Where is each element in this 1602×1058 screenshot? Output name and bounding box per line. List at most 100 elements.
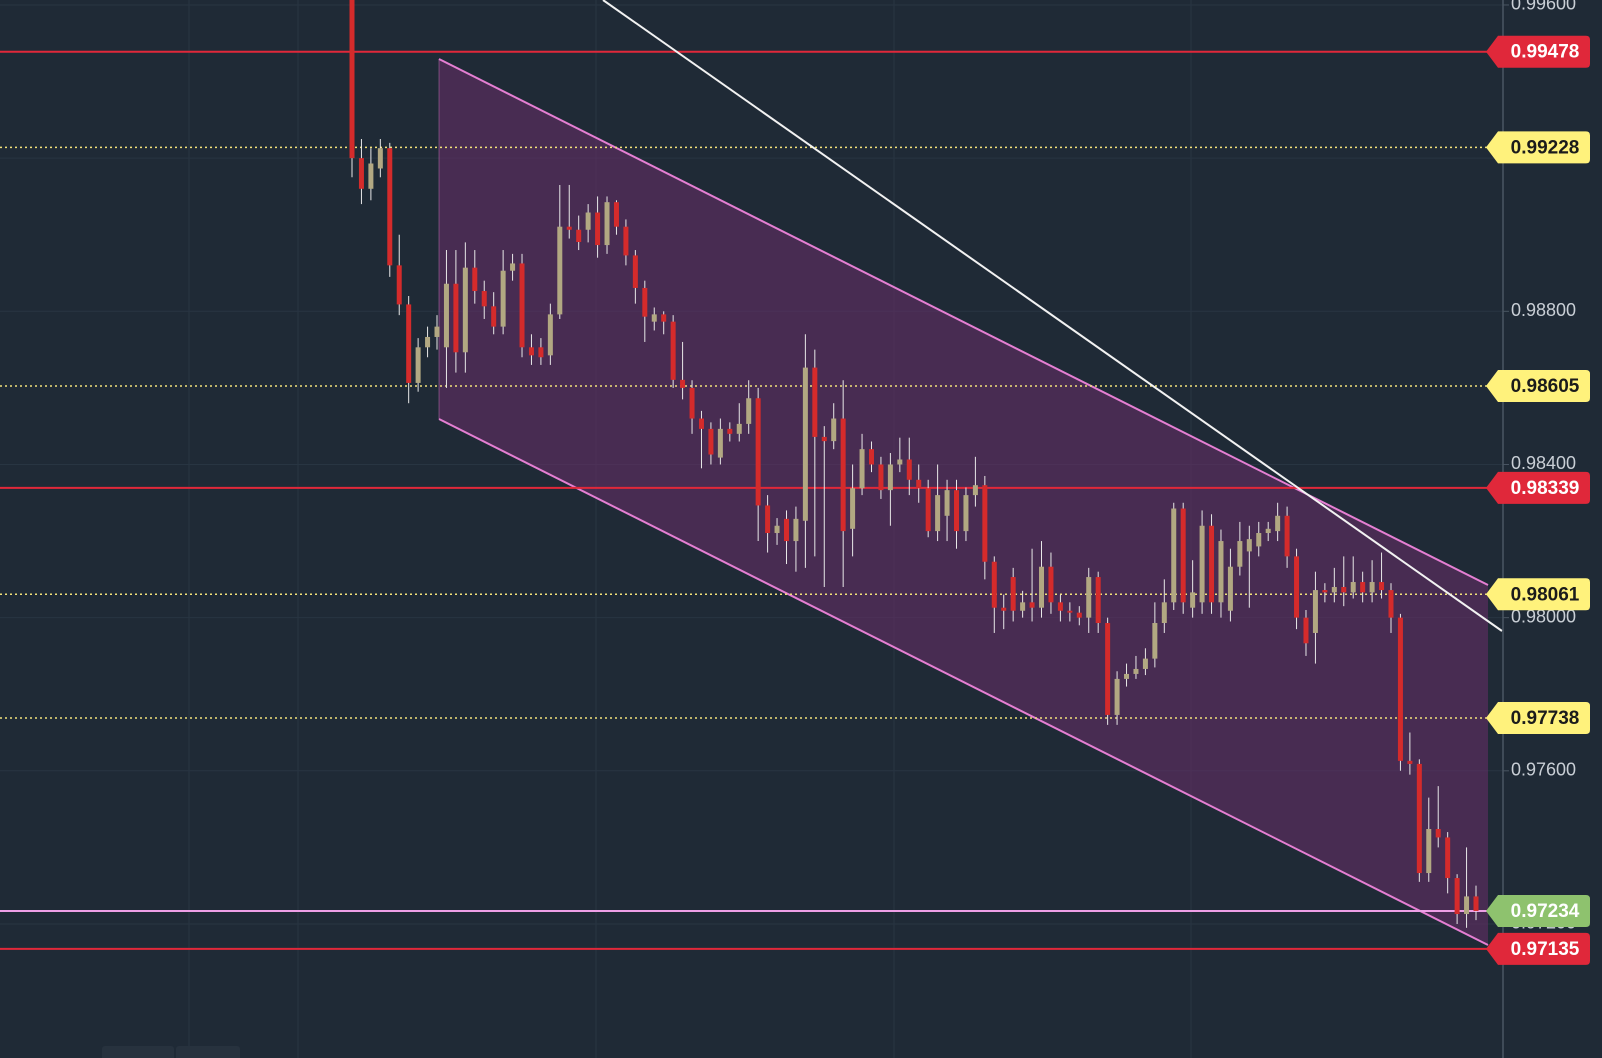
candle-body <box>349 0 355 159</box>
candle-body <box>802 367 808 521</box>
candle-body <box>1227 566 1233 611</box>
candle-body <box>358 158 364 189</box>
candle-body <box>1209 525 1215 603</box>
candle-body <box>831 418 837 442</box>
candle-body <box>1388 590 1394 618</box>
candle-body <box>982 485 988 562</box>
candle-body <box>1039 566 1045 608</box>
price-label-box <box>1486 471 1590 504</box>
toolbar-tab <box>102 1046 174 1058</box>
candle-body <box>1142 658 1148 669</box>
candle-body <box>1152 623 1158 659</box>
candle-body <box>1445 837 1451 879</box>
candle-body <box>481 291 487 307</box>
candle-body <box>1105 623 1111 715</box>
y-tick-label: 0.97600 <box>1511 760 1576 780</box>
candle-body <box>1048 566 1054 603</box>
candle-body <box>538 347 544 358</box>
candle-body <box>1086 577 1092 618</box>
candle-body <box>453 283 459 353</box>
price-label: 0.98061 <box>1511 584 1580 605</box>
candle-body <box>698 418 704 429</box>
candle-body <box>944 490 950 516</box>
candles <box>349 0 1479 928</box>
price-labels: 0.99478 0.99228 0.98605 0.98339 0.98061 0.977… <box>1486 35 1590 965</box>
candle-body <box>708 428 714 455</box>
price-label: 0.97738 <box>1511 708 1580 729</box>
candle-body <box>1114 678 1120 715</box>
candle-body <box>1454 878 1460 915</box>
candle-body <box>821 436 827 442</box>
candle-body <box>972 485 978 496</box>
candle-body <box>528 347 534 356</box>
candle-body <box>1435 829 1441 838</box>
candle-body <box>859 449 865 489</box>
price-label: 0.98605 <box>1511 376 1580 397</box>
candle-body <box>1407 760 1413 764</box>
candle-body <box>1133 668 1139 674</box>
candle-body <box>963 495 969 532</box>
candle-body <box>1275 515 1281 532</box>
candle-body <box>1464 896 1470 915</box>
candle-body <box>576 229 582 243</box>
candle-body <box>1331 587 1337 593</box>
candle-body <box>1312 590 1318 633</box>
price-label-box <box>1486 578 1590 611</box>
candle-body <box>1067 610 1073 613</box>
candle-body <box>1246 539 1252 552</box>
candle-body <box>547 314 553 356</box>
y-tick-label: 0.99600 <box>1511 0 1576 14</box>
candle-body <box>1473 896 1479 911</box>
candle-body <box>377 148 383 169</box>
price-label-box <box>1486 894 1590 927</box>
candle-body <box>755 398 761 506</box>
y-tick-label: 0.98000 <box>1511 606 1576 626</box>
candle-body <box>1001 607 1007 611</box>
candle-body <box>1322 590 1328 593</box>
channel-bottom <box>438 418 1489 946</box>
candle-body <box>1020 602 1026 611</box>
price-label: 0.97234 <box>1511 901 1580 922</box>
candle-body <box>519 263 525 348</box>
candle-body <box>387 148 393 266</box>
candle-body <box>406 304 412 383</box>
candle-body <box>1010 577 1016 611</box>
candle-body <box>793 518 799 542</box>
candle-body <box>500 270 506 327</box>
price-label: 0.99478 <box>1511 42 1580 63</box>
candle-body <box>717 428 723 458</box>
levels <box>0 50 1488 950</box>
candle-body <box>585 212 591 230</box>
candle-body <box>774 525 780 534</box>
price-label-box <box>1486 701 1590 734</box>
candle-body <box>840 418 846 532</box>
candle-body <box>868 449 874 465</box>
price-label-box <box>1486 369 1590 402</box>
price-label-box <box>1486 932 1590 965</box>
candle-body <box>736 423 742 434</box>
candle-body <box>1237 541 1243 567</box>
candle-body <box>462 267 468 353</box>
candle-body <box>472 267 478 292</box>
candle-body <box>1199 525 1205 603</box>
candle-body <box>1350 582 1356 593</box>
candle-body <box>746 398 752 424</box>
candle-body <box>812 367 818 437</box>
candle-body <box>443 283 449 348</box>
candle-body <box>1294 556 1300 618</box>
candle-body <box>415 347 421 383</box>
candle-body <box>670 321 676 380</box>
candle-body <box>916 479 922 489</box>
candle-body <box>1218 541 1224 603</box>
candle-body <box>765 505 771 534</box>
candle-body <box>1076 612 1082 618</box>
candle-body <box>1379 582 1385 591</box>
y-tick-label: 0.98400 <box>1511 453 1576 473</box>
candle-body <box>1341 587 1347 593</box>
candle-body <box>1416 763 1422 874</box>
candle-body <box>1256 533 1262 547</box>
candle-body <box>954 490 960 532</box>
candle-body <box>604 202 610 246</box>
